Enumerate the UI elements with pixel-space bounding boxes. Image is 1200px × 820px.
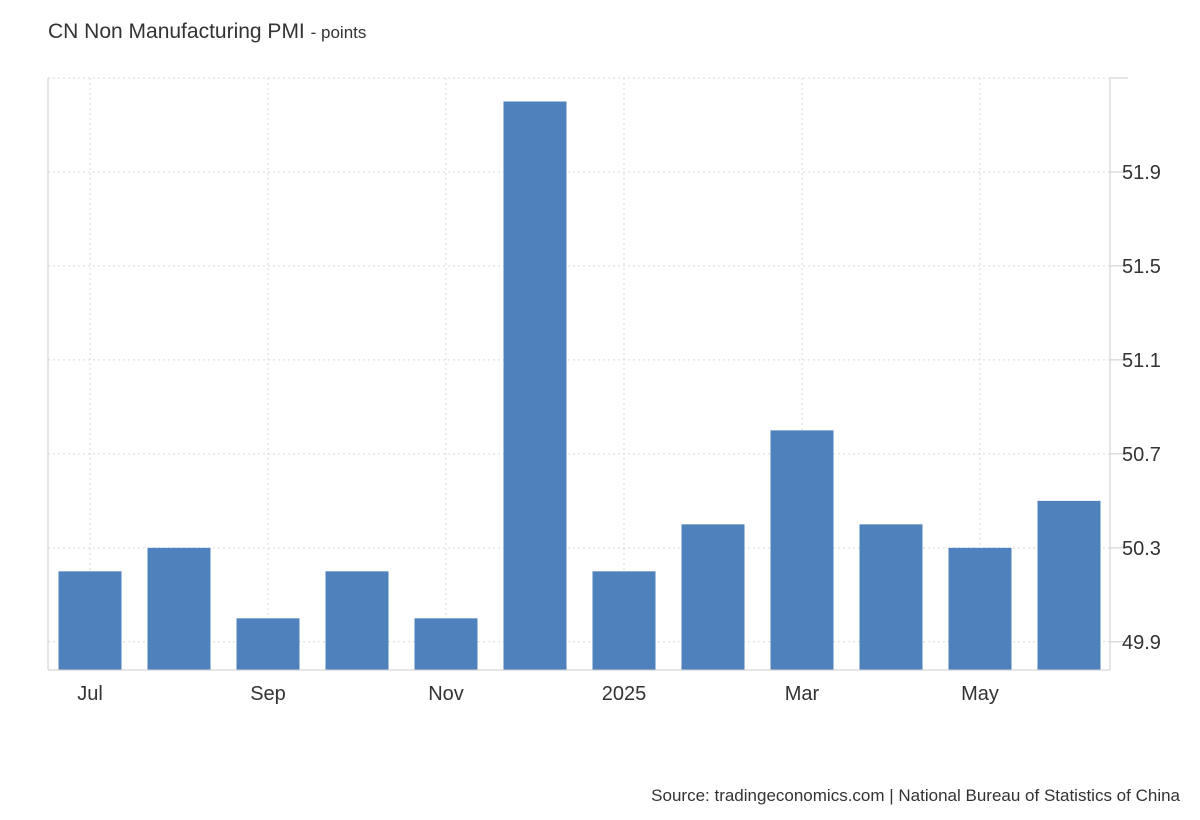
bar-chart: 49.9 50.3 50.7 51.1 51.5 51.9 Jul Sep Nov 2025 Mar… (47, 77, 1161, 705)
bar (859, 524, 923, 670)
bar (592, 571, 656, 670)
chart-title: CN Non Manufacturing PMI - points (48, 20, 366, 44)
bar (948, 547, 1012, 670)
y-tick-label: 49.9 (1122, 632, 1161, 654)
bar (325, 571, 389, 670)
source-note: Source: tradingeconomics.com | National … (651, 786, 1180, 805)
y-tick-label: 50.3 (1122, 538, 1161, 560)
x-tick-label: Mar (785, 683, 820, 705)
label-layer: 49.9 50.3 50.7 51.1 51.5 51.9 Jul Sep Nov 2025 Mar… (77, 162, 1161, 705)
x-tick-label: Jul (77, 683, 103, 705)
y-tick-label: 51.5 (1122, 256, 1161, 278)
x-tick-label: Sep (250, 683, 286, 705)
bar (770, 430, 834, 670)
bar (58, 571, 122, 670)
chart-title-text: CN Non Manufacturing PMI (48, 20, 305, 43)
grid-layer (48, 77, 1110, 670)
y-tick-label: 50.7 (1122, 444, 1161, 466)
bar (236, 618, 300, 670)
y-tick-label: 51.1 (1122, 350, 1161, 372)
chart-unit-label: - points (310, 23, 367, 42)
bar-layer (58, 101, 1101, 670)
y-tick-label: 51.9 (1122, 162, 1161, 184)
bar (681, 524, 745, 670)
bar (1037, 500, 1101, 670)
bar (503, 101, 567, 670)
bar (147, 547, 211, 670)
bar (414, 618, 478, 670)
axis-layer (47, 77, 1128, 671)
x-tick-label: Nov (428, 683, 464, 705)
x-tick-label: 2025 (602, 683, 647, 705)
x-tick-label: May (961, 683, 999, 705)
